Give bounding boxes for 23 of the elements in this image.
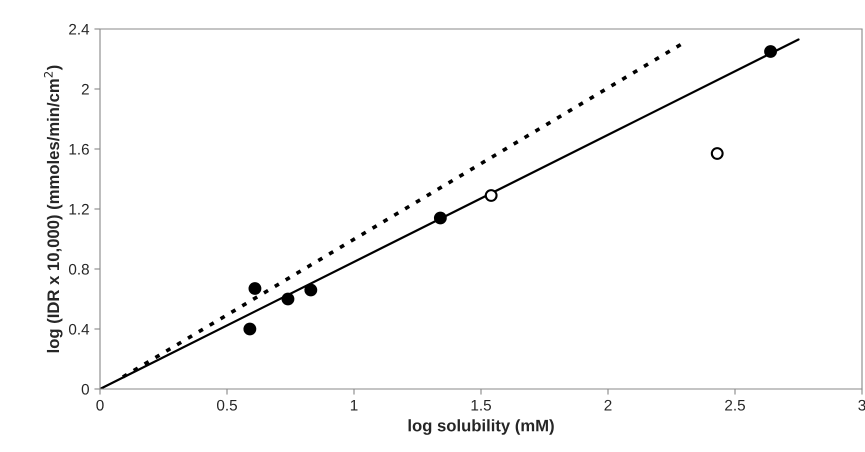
y-tick-label: 1.6 bbox=[70, 144, 89, 155]
point bbox=[243, 322, 256, 336]
point bbox=[304, 284, 318, 296]
x-tick-label: 0.5 bbox=[216, 400, 237, 411]
y-tick-label: 0.8 bbox=[68, 264, 89, 275]
point bbox=[248, 282, 262, 295]
y-axis-title: log (IDR x 10,000) (mmoles/min/cm$^{2}$) bbox=[44, 66, 63, 352]
y-tick-label: 2 bbox=[82, 84, 89, 95]
y-tick-label: 2.4 bbox=[69, 24, 90, 35]
y-tick-label: 0 bbox=[82, 384, 89, 395]
point bbox=[484, 189, 498, 202]
point bbox=[282, 292, 294, 306]
point bbox=[710, 147, 724, 160]
x-tick-label: 2.5 bbox=[725, 400, 745, 411]
point bbox=[764, 45, 777, 58]
x-tick-label: 1 bbox=[350, 400, 358, 410]
x-axis-title: log solubility (mM) bbox=[408, 419, 554, 435]
x-tick-label: 2 bbox=[604, 400, 612, 410]
x-tick-label: 1.5 bbox=[472, 400, 491, 411]
x-tick-label: 0 bbox=[96, 400, 104, 411]
point bbox=[434, 212, 447, 224]
y-tick-label: 0.4 bbox=[68, 324, 90, 335]
y-tick-label: 1.2 bbox=[70, 204, 89, 215]
